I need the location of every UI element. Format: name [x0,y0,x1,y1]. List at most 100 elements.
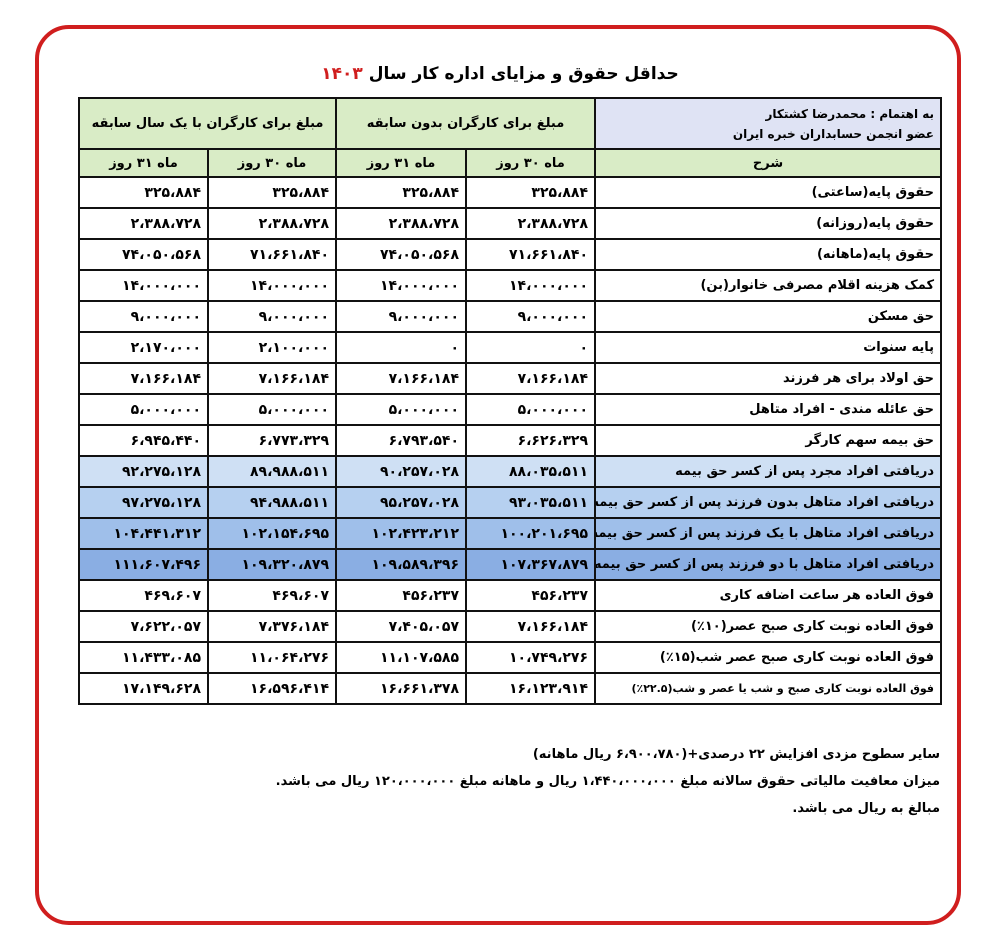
subheader-row: شرح ماه ۳۰ روز ماه ۳۱ روز ماه ۳۰ روز ماه ۳۱ … [77,148,943,178]
amount-cell: ۲،۳۸۸،۷۲۸ [77,207,210,240]
subheader: ماه ۳۱ روز [335,148,468,178]
amount-cell: ۹،۰۰۰،۰۰۰ [335,300,468,333]
table-row: فوق العاده نوبت کاری صبح عصر(۱۰٪) ۷،۱۶۶،۱… [77,610,943,643]
amount-cell: ۱۰۴،۴۴۱،۳۱۲ [77,517,210,550]
amount-cell: ۴۵۶،۲۳۷ [335,579,468,612]
description-cell: حقوق پایه(ساعتی) [594,176,943,209]
amount-cell: ۲،۳۸۸،۷۲۸ [465,207,597,240]
table-row: دریافتی افراد مجرد پس از کسر حق بیمه ۸۸،۰… [77,455,943,488]
page: حداقل حقوق و مزایای اداره کار سال ۱۴۰۳ ب… [0,25,1000,925]
table-row: حق بیمه سهم کارگر ۶،۶۲۶،۳۲۹ ۶،۷۹۳،۵۴۰ ۶،۷۷۳… [77,424,943,457]
wage-table: به اهتمام : محمدرضا کشتکار عضو انجمن حساب… [77,97,943,705]
subheader: ماه ۳۰ روز [465,148,597,178]
amount-cell: ۷،۴۰۵،۰۵۷ [335,610,468,643]
amount-cell: ۳۲۵،۸۸۴ [335,176,468,209]
amount-cell: ۷،۱۶۶،۱۸۴ [465,610,597,643]
table-row: حقوق پایه(ساعتی) ۳۲۵،۸۸۴ ۳۲۵،۸۸۴ ۳۲۵،۸۸۴ ۳۲۵… [77,176,943,209]
title-text: حداقل حقوق و مزایای اداره کار سال [368,64,679,84]
description-cell: دریافتی افراد متاهل با یک فرزند پس از کس… [594,517,943,550]
amount-cell: ۱۱،۴۳۳،۰۸۵ [77,641,210,674]
table-row: فوق العاده نوبت کاری صبح عصر شب(۱۵٪) ۱۰،۷… [77,641,943,674]
amount-cell: ۱۶،۶۶۱،۳۷۸ [335,672,468,705]
amount-cell: ۱۶،۱۲۳،۹۱۴ [465,672,597,705]
description-cell: فوق العاده نوبت کاری صبح عصر شب(۱۵٪) [594,641,943,674]
amount-cell: ۱۰،۷۴۹،۲۷۶ [465,641,597,674]
amount-cell: ۷،۱۶۶،۱۸۴ [77,362,210,395]
amount-cell: ۱۱،۰۶۴،۲۷۶ [207,641,338,674]
table-row: دریافتی افراد متاهل بدون فرزند پس از کسر… [77,486,943,519]
amount-cell: ۱۷،۱۴۹،۶۲۸ [77,672,210,705]
amount-cell: ۶،۷۷۳،۳۲۹ [207,424,338,457]
note: مبالغ به ریال می باشد. [792,801,940,816]
credit-cell: به اهتمام : محمدرضا کشتکار عضو انجمن حساب… [594,97,943,150]
amount-cell: ۱۴،۰۰۰،۰۰۰ [207,269,338,302]
amount-cell: ۳۲۵،۸۸۴ [207,176,338,209]
amount-cell: ۷،۱۶۶،۱۸۴ [465,362,597,395]
amount-cell: ۵،۰۰۰،۰۰۰ [465,393,597,426]
description-cell: پایه سنوات [594,331,943,364]
description-cell: دریافتی افراد مجرد پس از کسر حق بیمه [594,455,943,488]
amount-cell: ۳۲۵،۸۸۴ [77,176,210,209]
table-row: فوق العاده هر ساعت اضافه کاری ۴۵۶،۲۳۷ ۴۵۶،… [77,579,943,612]
description-cell: حقوق پایه(روزانه) [594,207,943,240]
amount-cell: ۸۹،۹۸۸،۵۱۱ [207,455,338,488]
amount-cell: ۲،۱۷۰،۰۰۰ [77,331,210,364]
amount-cell: ۱۰۰،۲۰۱،۶۹۵ [465,517,597,550]
amount-cell: ۷،۱۶۶،۱۸۴ [335,362,468,395]
amount-cell: ۹۰،۲۵۷،۰۲۸ [335,455,468,488]
amount-cell: ۱۰۷،۳۶۷،۸۷۹ [465,548,597,581]
description-cell: کمک هزینه اقلام مصرفی خانوار(بن) [594,269,943,302]
description-cell: فوق العاده نوبت کاری صبح عصر(۱۰٪) [594,610,943,643]
table-row: فوق العاده نوبت کاری صبح و شب یا عصر و ش… [77,672,943,705]
amount-cell: ۰ [465,331,597,364]
amount-cell: ۹،۰۰۰،۰۰۰ [465,300,597,333]
table-row: حقوق پایه(روزانه) ۲،۳۸۸،۷۲۸ ۲،۳۸۸،۷۲۸ ۲،۳۸۸… [77,207,943,240]
amount-cell: ۹۷،۲۷۵،۱۲۸ [77,486,210,519]
amount-cell: ۵،۰۰۰،۰۰۰ [207,393,338,426]
amount-cell: ۹۵،۲۵۷،۰۲۸ [335,486,468,519]
description-cell: دریافتی افراد متاهل با دو فرزند پس از کس… [594,548,943,581]
amount-cell: ۷۴،۰۵۰،۵۶۸ [335,238,468,271]
amount-cell: ۵،۰۰۰،۰۰۰ [77,393,210,426]
description-cell: دریافتی افراد متاهل بدون فرزند پس از کسر… [594,486,943,519]
amount-cell: ۷۴،۰۵۰،۵۶۸ [77,238,210,271]
title: حداقل حقوق و مزایای اداره کار سال ۱۴۰۳ [0,64,1000,84]
amount-cell: ۷،۳۷۶،۱۸۴ [207,610,338,643]
amount-cell: ۱۶،۵۹۶،۴۱۴ [207,672,338,705]
table-row: حقوق پایه(ماهانه) ۷۱،۶۶۱،۸۴۰ ۷۴،۰۵۰،۵۶۸ ۷۱،… [77,238,943,271]
description-cell: حق بیمه سهم کارگر [594,424,943,457]
description-cell: حق مسکن [594,300,943,333]
amount-cell: ۷،۱۶۶،۱۸۴ [207,362,338,395]
description-cell: حقوق پایه(ماهانه) [594,238,943,271]
amount-cell: ۱۴،۰۰۰،۰۰۰ [77,269,210,302]
table-row: حق عائله مندی - افراد متاهل ۵،۰۰۰،۰۰۰ ۵،۰۰… [77,393,943,426]
table-row: حق مسکن ۹،۰۰۰،۰۰۰ ۹،۰۰۰،۰۰۰ ۹،۰۰۰،۰۰۰ ۹،۰۰۰،… [77,300,943,333]
amount-cell: ۱۰۹،۵۸۹،۳۹۶ [335,548,468,581]
subheader: شرح [594,148,943,178]
amount-cell: ۲،۱۰۰،۰۰۰ [207,331,338,364]
table-row: حق اولاد برای هر فرزند ۷،۱۶۶،۱۸۴ ۷،۱۶۶،۱۸۴… [77,362,943,395]
amount-cell: ۷،۶۲۲،۰۵۷ [77,610,210,643]
amount-cell: ۱۴،۰۰۰،۰۰۰ [465,269,597,302]
group-header: مبلغ برای کارگران بدون سابقه [335,97,597,150]
credit-role: عضو انجمن حسابداران خبره ایران [732,126,935,141]
amount-cell: ۹،۰۰۰،۰۰۰ [77,300,210,333]
group-header: مبلغ برای کارگران با یک سال سابقه [77,97,338,150]
amount-cell: ۹،۰۰۰،۰۰۰ [207,300,338,333]
description-cell: فوق العاده نوبت کاری صبح و شب یا عصر و ش… [594,672,943,705]
amount-cell: ۴۶۹،۶۰۷ [77,579,210,612]
amount-cell: ۶،۶۲۶،۳۲۹ [465,424,597,457]
subheader: ماه ۳۱ روز [77,148,210,178]
description-cell: حق اولاد برای هر فرزند [594,362,943,395]
notes: سایر سطوح مزدی افزایش ۲۲ درصدی+(۶،۹۰۰،۷۸… [70,742,940,823]
group-header-row: به اهتمام : محمدرضا کشتکار عضو انجمن حساب… [77,97,943,150]
amount-cell: ۱۴،۰۰۰،۰۰۰ [335,269,468,302]
amount-cell: ۹۳،۰۳۵،۵۱۱ [465,486,597,519]
description-cell: حق عائله مندی - افراد متاهل [594,393,943,426]
amount-cell: ۲،۳۸۸،۷۲۸ [207,207,338,240]
note: سایر سطوح مزدی افزایش ۲۲ درصدی+(۶،۹۰۰،۷۸… [532,747,940,762]
amount-cell: ۴۵۶،۲۳۷ [465,579,597,612]
table-row: کمک هزینه اقلام مصرفی خانوار(بن) ۱۴،۰۰۰،۰… [77,269,943,302]
amount-cell: ۰ [335,331,468,364]
amount-cell: ۴۶۹،۶۰۷ [207,579,338,612]
